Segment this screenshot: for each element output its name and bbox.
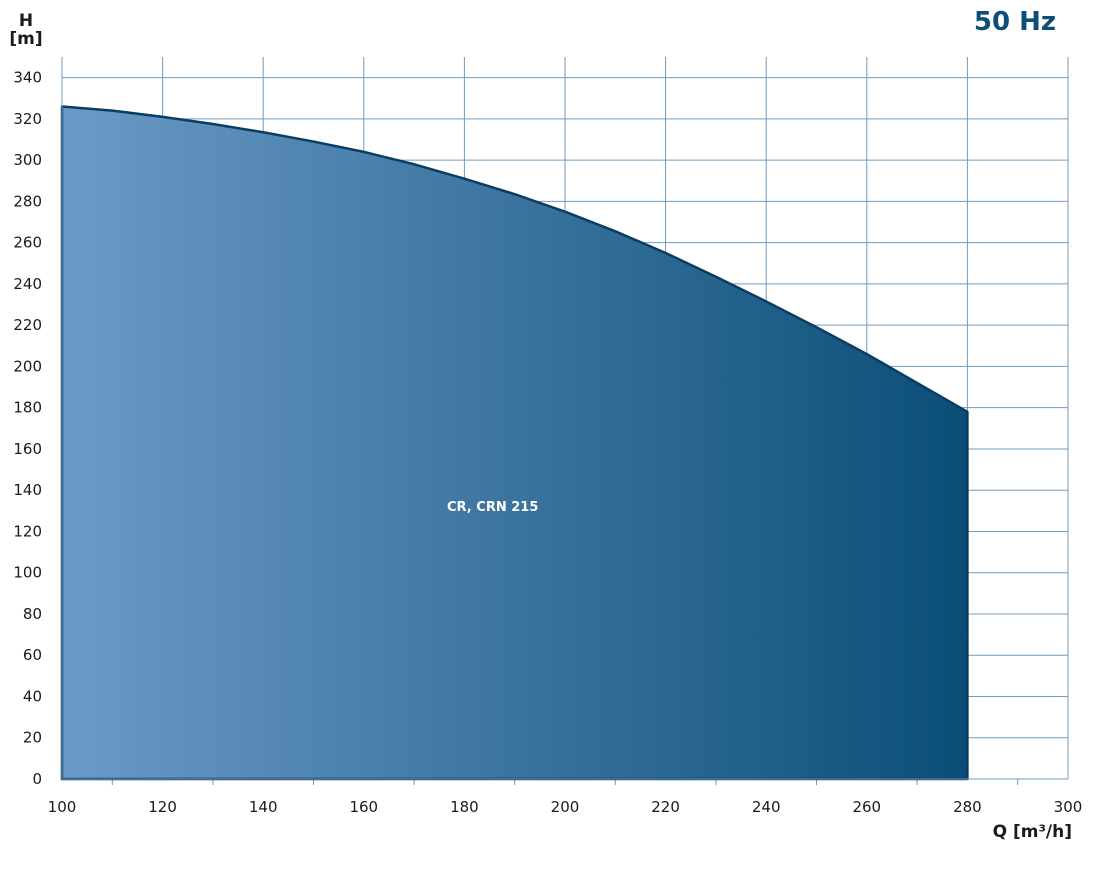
y-tick-label: 120 <box>13 522 42 540</box>
frequency-label: 50 Hz <box>974 7 1056 37</box>
x-tick-label: 180 <box>450 798 479 816</box>
y-tick-label: 140 <box>13 481 42 499</box>
y-tick-label: 180 <box>13 399 42 417</box>
y-tick-label: 300 <box>13 151 42 169</box>
y-tick-label: 280 <box>13 192 42 210</box>
y-tick-label: 260 <box>13 234 42 252</box>
axes: 100 120 140 160 180 200 220 240 260 280 300 0 20 40 60… <box>13 57 1082 816</box>
x-tick-label: 140 <box>249 798 278 816</box>
x-tick-label: 220 <box>651 798 680 816</box>
y-axis-title-unit: [m] <box>9 29 42 49</box>
y-tick-label: 100 <box>13 564 42 582</box>
y-tick-label: 220 <box>13 316 42 334</box>
y-axis-title-symbol: H <box>19 11 33 31</box>
y-tick-label: 320 <box>13 110 42 128</box>
y-tick-label: 20 <box>23 729 42 747</box>
x-tick-label: 240 <box>752 798 781 816</box>
x-tick-label: 300 <box>1054 798 1083 816</box>
y-tick-label: 240 <box>13 275 42 293</box>
area-label: CR, CRN 215 <box>447 500 538 515</box>
y-tick-label: 340 <box>13 69 42 87</box>
y-tick-label: 60 <box>23 646 42 664</box>
x-axis-title: Q [m³/h] <box>993 822 1072 842</box>
x-tick-label: 160 <box>349 798 378 816</box>
x-tick-label: 100 <box>48 798 77 816</box>
operating-range: CR, CRN 215 <box>60 105 969 781</box>
y-tick-label: 40 <box>23 687 42 705</box>
y-tick-label: 200 <box>13 357 42 375</box>
y-tick-label: 0 <box>32 770 42 788</box>
x-tick-label: 120 <box>148 798 177 816</box>
x-tick-label: 200 <box>551 798 580 816</box>
x-tick-label: 260 <box>852 798 881 816</box>
y-tick-label: 80 <box>23 605 42 623</box>
operating-area-cr-crn-215 <box>60 105 969 781</box>
x-tick-label: 280 <box>953 798 982 816</box>
y-tick-label: 160 <box>13 440 42 458</box>
